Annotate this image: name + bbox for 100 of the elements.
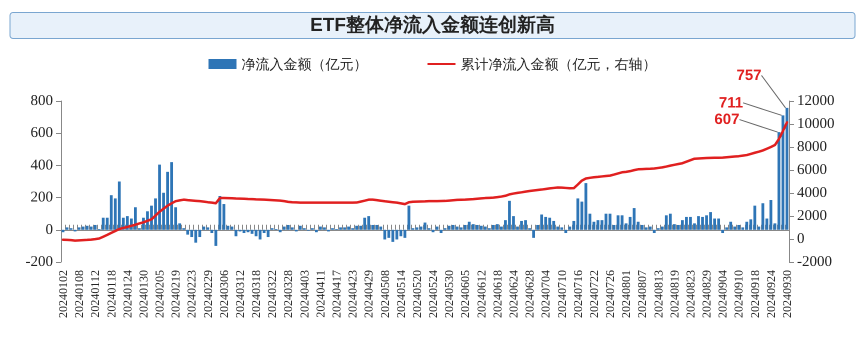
bar bbox=[102, 218, 105, 230]
y-tick-label: 800 bbox=[30, 93, 53, 109]
bar bbox=[266, 230, 270, 238]
bar bbox=[689, 216, 692, 230]
bar bbox=[286, 224, 290, 230]
bar bbox=[709, 212, 712, 230]
x-tick-label: 20240223 bbox=[184, 270, 199, 318]
bar bbox=[110, 195, 113, 230]
y2-tick-label: 10000 bbox=[797, 116, 834, 132]
x-tick-label: 20240524 bbox=[426, 270, 440, 318]
x-tick-label: 20240624 bbox=[506, 270, 520, 318]
x-tick-label: 20240318 bbox=[249, 270, 264, 318]
x-tick-label: 20240118 bbox=[104, 270, 118, 318]
data-label: 607 bbox=[714, 111, 740, 128]
x-tick-label: 20240508 bbox=[378, 270, 392, 318]
y2-tick-label: 2000 bbox=[797, 208, 827, 224]
bar bbox=[282, 226, 286, 230]
bar bbox=[640, 224, 644, 230]
bar bbox=[78, 227, 81, 230]
bar bbox=[524, 220, 527, 230]
bar bbox=[343, 227, 346, 230]
x-tick-label: 20240628 bbox=[522, 270, 537, 318]
bar bbox=[761, 203, 764, 230]
x-tick-label: 20240423 bbox=[346, 270, 360, 318]
x-tick-label: 20240605 bbox=[458, 270, 472, 318]
y2-tick-label: 12000 bbox=[797, 93, 834, 109]
x-tick-label: 20240819 bbox=[667, 270, 682, 318]
bar bbox=[202, 226, 206, 230]
bar bbox=[737, 224, 740, 230]
x-tick-label: 20240403 bbox=[297, 270, 312, 318]
bar bbox=[476, 224, 479, 230]
bar bbox=[620, 215, 624, 230]
bar bbox=[520, 220, 523, 230]
bar bbox=[403, 230, 406, 238]
bar bbox=[604, 214, 608, 230]
bar bbox=[363, 218, 366, 230]
x-tick-label: 20240112 bbox=[88, 270, 102, 318]
data-label: 711 bbox=[718, 94, 744, 112]
bar bbox=[250, 230, 254, 234]
x-tick-label: 20240930 bbox=[780, 270, 794, 318]
bar bbox=[668, 214, 672, 230]
x-tick-label: 20240807 bbox=[635, 270, 650, 318]
bar bbox=[218, 196, 222, 230]
x-tick-label: 20240108 bbox=[72, 270, 86, 318]
x-tick-label: 20240328 bbox=[281, 270, 296, 318]
chart-title: ETF整体净流入金额连创新高 bbox=[310, 14, 555, 36]
bar bbox=[464, 224, 467, 230]
x-tick-label: 20240130 bbox=[136, 270, 150, 318]
bar bbox=[82, 226, 85, 230]
bar bbox=[90, 226, 93, 230]
bar bbox=[648, 226, 652, 230]
x-tick-label: 20240924 bbox=[764, 270, 778, 318]
x-tick-label: 20240229 bbox=[200, 270, 215, 318]
bar bbox=[596, 220, 600, 230]
bar bbox=[379, 226, 382, 230]
x-tick-label: 20240829 bbox=[700, 270, 714, 318]
bar bbox=[86, 226, 89, 230]
bar bbox=[484, 226, 487, 230]
bar bbox=[158, 164, 161, 230]
bar bbox=[786, 108, 788, 230]
x-tick-label: 20240219 bbox=[168, 270, 183, 318]
bar bbox=[560, 227, 564, 230]
bar bbox=[721, 230, 724, 234]
y-tick-label: -200 bbox=[26, 254, 53, 270]
bar bbox=[496, 224, 499, 230]
bar bbox=[399, 230, 402, 236]
bar bbox=[544, 216, 548, 230]
bar bbox=[608, 214, 612, 230]
x-tick-label: 20240722 bbox=[586, 270, 601, 318]
bar bbox=[701, 216, 704, 230]
x-tick-label: 20240618 bbox=[490, 270, 504, 318]
y-tick-label: 200 bbox=[30, 190, 53, 206]
x-tick-label: 20240813 bbox=[651, 270, 666, 318]
bar bbox=[460, 227, 463, 230]
bar bbox=[632, 208, 636, 230]
bar bbox=[290, 227, 294, 230]
bar bbox=[234, 230, 238, 236]
bar bbox=[548, 218, 552, 230]
bar bbox=[448, 226, 451, 230]
x-tick-label: 20240710 bbox=[554, 270, 569, 318]
bar bbox=[420, 226, 422, 230]
x-tick-label: 20240726 bbox=[603, 270, 618, 318]
bar bbox=[472, 224, 475, 230]
y2-tick-label: -2000 bbox=[797, 254, 832, 270]
bar bbox=[170, 162, 174, 230]
bar bbox=[456, 226, 459, 230]
bar bbox=[347, 226, 350, 230]
y-tick-label: 600 bbox=[30, 125, 53, 142]
bar bbox=[395, 230, 398, 240]
y-tick-label: 400 bbox=[30, 157, 53, 174]
bar bbox=[584, 183, 588, 230]
x-tick-label: 20240514 bbox=[394, 270, 408, 318]
x-tick-label: 20240102 bbox=[56, 270, 70, 318]
x-tick-label: 20240904 bbox=[716, 270, 730, 318]
x-tick-label: 20240918 bbox=[748, 270, 762, 318]
bar bbox=[339, 227, 342, 230]
bar bbox=[697, 216, 700, 230]
bar bbox=[254, 230, 258, 236]
bar bbox=[753, 206, 756, 230]
data-label: 757 bbox=[736, 66, 762, 84]
